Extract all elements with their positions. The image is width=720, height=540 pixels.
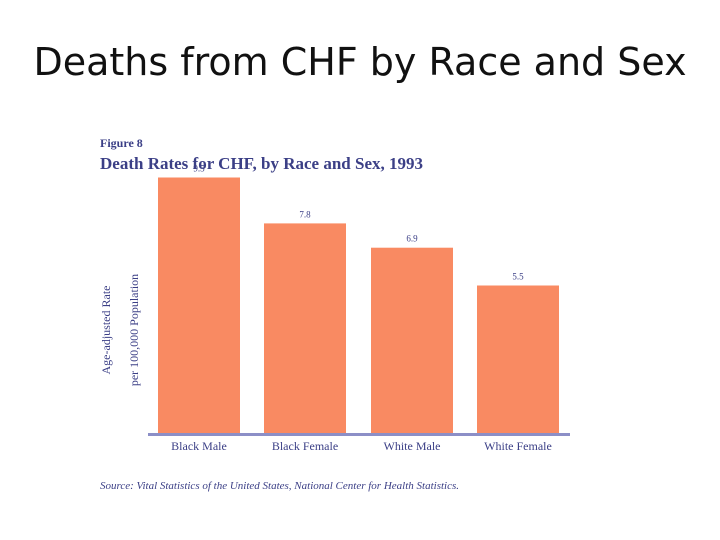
value-label-2: 6.9	[406, 234, 418, 244]
value-label-3: 5.5	[512, 272, 524, 282]
figure-title: Death Rates for CHF, by Race and Sex, 19…	[100, 154, 423, 173]
y-axis-label: Age-adjusted Rate per 100,000 Population	[99, 274, 141, 386]
bars-group: 9.5 Black Male 7.8 Black Female 6.9 White Mal…	[158, 164, 559, 453]
bar-0	[158, 177, 240, 434]
value-label-0: 9.5	[193, 164, 205, 174]
bar-1	[264, 223, 346, 434]
value-label-1: 7.8	[299, 209, 311, 219]
y-axis-label-line-2: per 100,000 Population	[127, 274, 141, 386]
y-axis-label-line-1: Age-adjusted Rate	[99, 286, 113, 375]
slide-title: Deaths from CHF by Race and Sex	[33, 40, 687, 84]
category-label-1: Black Female	[272, 439, 338, 453]
category-label-2: White Male	[384, 439, 441, 453]
bar-3	[477, 285, 559, 434]
source-note: Source: Vital Statistics of the United S…	[100, 480, 459, 492]
category-label-0: Black Male	[171, 439, 227, 453]
bar-2	[371, 247, 453, 434]
category-label-3: White Female	[484, 439, 552, 453]
figure-label: Figure 8	[100, 136, 143, 150]
